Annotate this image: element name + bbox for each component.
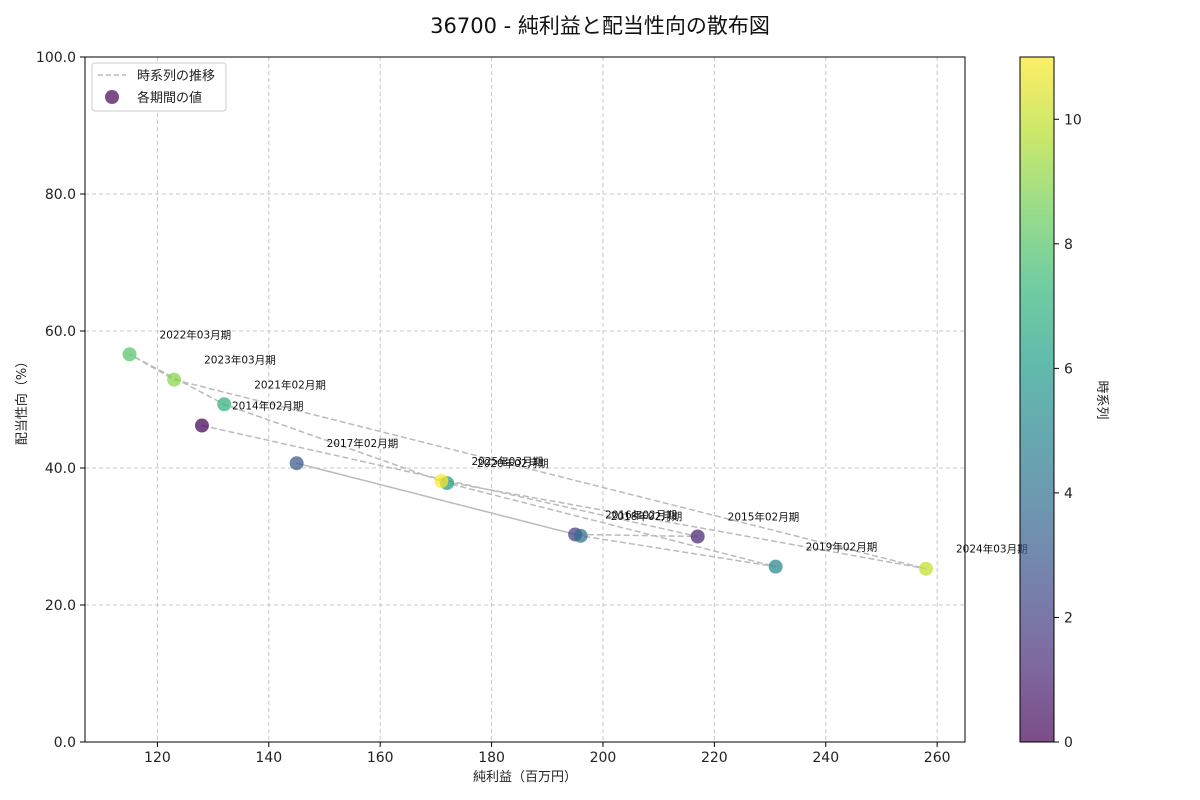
chart-title: 36700 - 純利益と配当性向の散布図 xyxy=(430,14,770,38)
plot-frame xyxy=(84,56,966,743)
x-tick-label: 200 xyxy=(590,750,617,766)
legend-line-label: 時系列の推移 xyxy=(137,69,215,84)
y-tick-label: 0.0 xyxy=(54,735,76,751)
legend: 時系列の推移 各期間の値 xyxy=(91,62,227,112)
x-tick-label: 120 xyxy=(144,750,171,766)
y-tick-label: 60.0 xyxy=(45,324,76,340)
y-tick-label: 40.0 xyxy=(45,461,76,477)
data-point xyxy=(919,561,934,576)
point-labels: 2014年02月期 2015年02月期 2016年02月期 2017年02月期 2018… xyxy=(160,328,1028,555)
colorbar: 0 2 4 6 8 10 時系列 xyxy=(1019,56,1109,751)
data-point xyxy=(768,559,783,574)
colorbar-frame xyxy=(1019,56,1055,743)
x-tick-label: 140 xyxy=(255,750,282,766)
x-tick-label: 180 xyxy=(478,750,505,766)
trend-line xyxy=(129,353,927,570)
trend-line-path xyxy=(129,353,927,570)
y-axis: 0.0 20.0 40.0 60.0 80.0 100.0 xyxy=(36,50,85,751)
colorbar-tick-label: 2 xyxy=(1064,610,1073,626)
data-point-label: 2019年02月期 xyxy=(806,541,878,554)
data-point-label: 2015年02月期 xyxy=(728,511,800,524)
y-tick-label: 80.0 xyxy=(45,187,76,203)
data-point xyxy=(690,529,705,544)
colorbar-label: 時系列 xyxy=(1094,380,1109,419)
y-axis-label: 配当性向（%） xyxy=(14,355,30,445)
x-tick-label: 160 xyxy=(367,750,394,766)
data-points xyxy=(122,347,934,576)
x-axis: 120 140 160 180 200 220 240 260 xyxy=(144,742,951,766)
legend-marker-label: 各期間の値 xyxy=(137,90,202,106)
data-point xyxy=(217,397,232,412)
legend-marker-swatch xyxy=(105,90,119,104)
colorbar-tick-label: 10 xyxy=(1064,112,1082,128)
data-point xyxy=(167,372,182,387)
data-point-label: 2023年03月期 xyxy=(204,354,276,367)
data-point xyxy=(289,456,304,471)
y-tick-label: 20.0 xyxy=(45,598,76,614)
gridlines xyxy=(85,57,965,742)
colorbar-ticks: 0 2 4 6 8 10 xyxy=(1054,112,1082,751)
data-point-label: 2016年02月期 xyxy=(605,508,677,521)
colorbar-tick-label: 0 xyxy=(1064,735,1073,751)
data-point-label: 2025年03月期 xyxy=(471,455,543,468)
x-tick-label: 240 xyxy=(812,750,839,766)
data-point-label: 2022年03月期 xyxy=(160,328,232,341)
data-point-label: 2018年02月期 xyxy=(611,510,683,523)
data-point xyxy=(573,528,588,543)
y-tick-label: 100.0 xyxy=(36,50,76,66)
data-point xyxy=(122,347,137,362)
data-point xyxy=(434,474,449,489)
data-point-label: 2017年02月期 xyxy=(327,437,399,450)
data-point-label: 2024年03月期 xyxy=(956,543,1028,556)
x-axis-label: 純利益（百万円） xyxy=(473,770,577,785)
x-tick-label: 260 xyxy=(924,750,951,766)
colorbar-tick-label: 8 xyxy=(1064,237,1073,253)
colorbar-gradient xyxy=(1020,57,1054,742)
data-point-label: 2014年02月期 xyxy=(232,400,304,413)
data-point xyxy=(194,418,209,433)
colorbar-tick-label: 4 xyxy=(1064,486,1073,502)
colorbar-tick-label: 6 xyxy=(1064,361,1073,377)
x-tick-label: 220 xyxy=(701,750,728,766)
data-point-label: 2020年02月期 xyxy=(477,457,549,470)
data-point-label: 2021年02月期 xyxy=(254,378,326,391)
